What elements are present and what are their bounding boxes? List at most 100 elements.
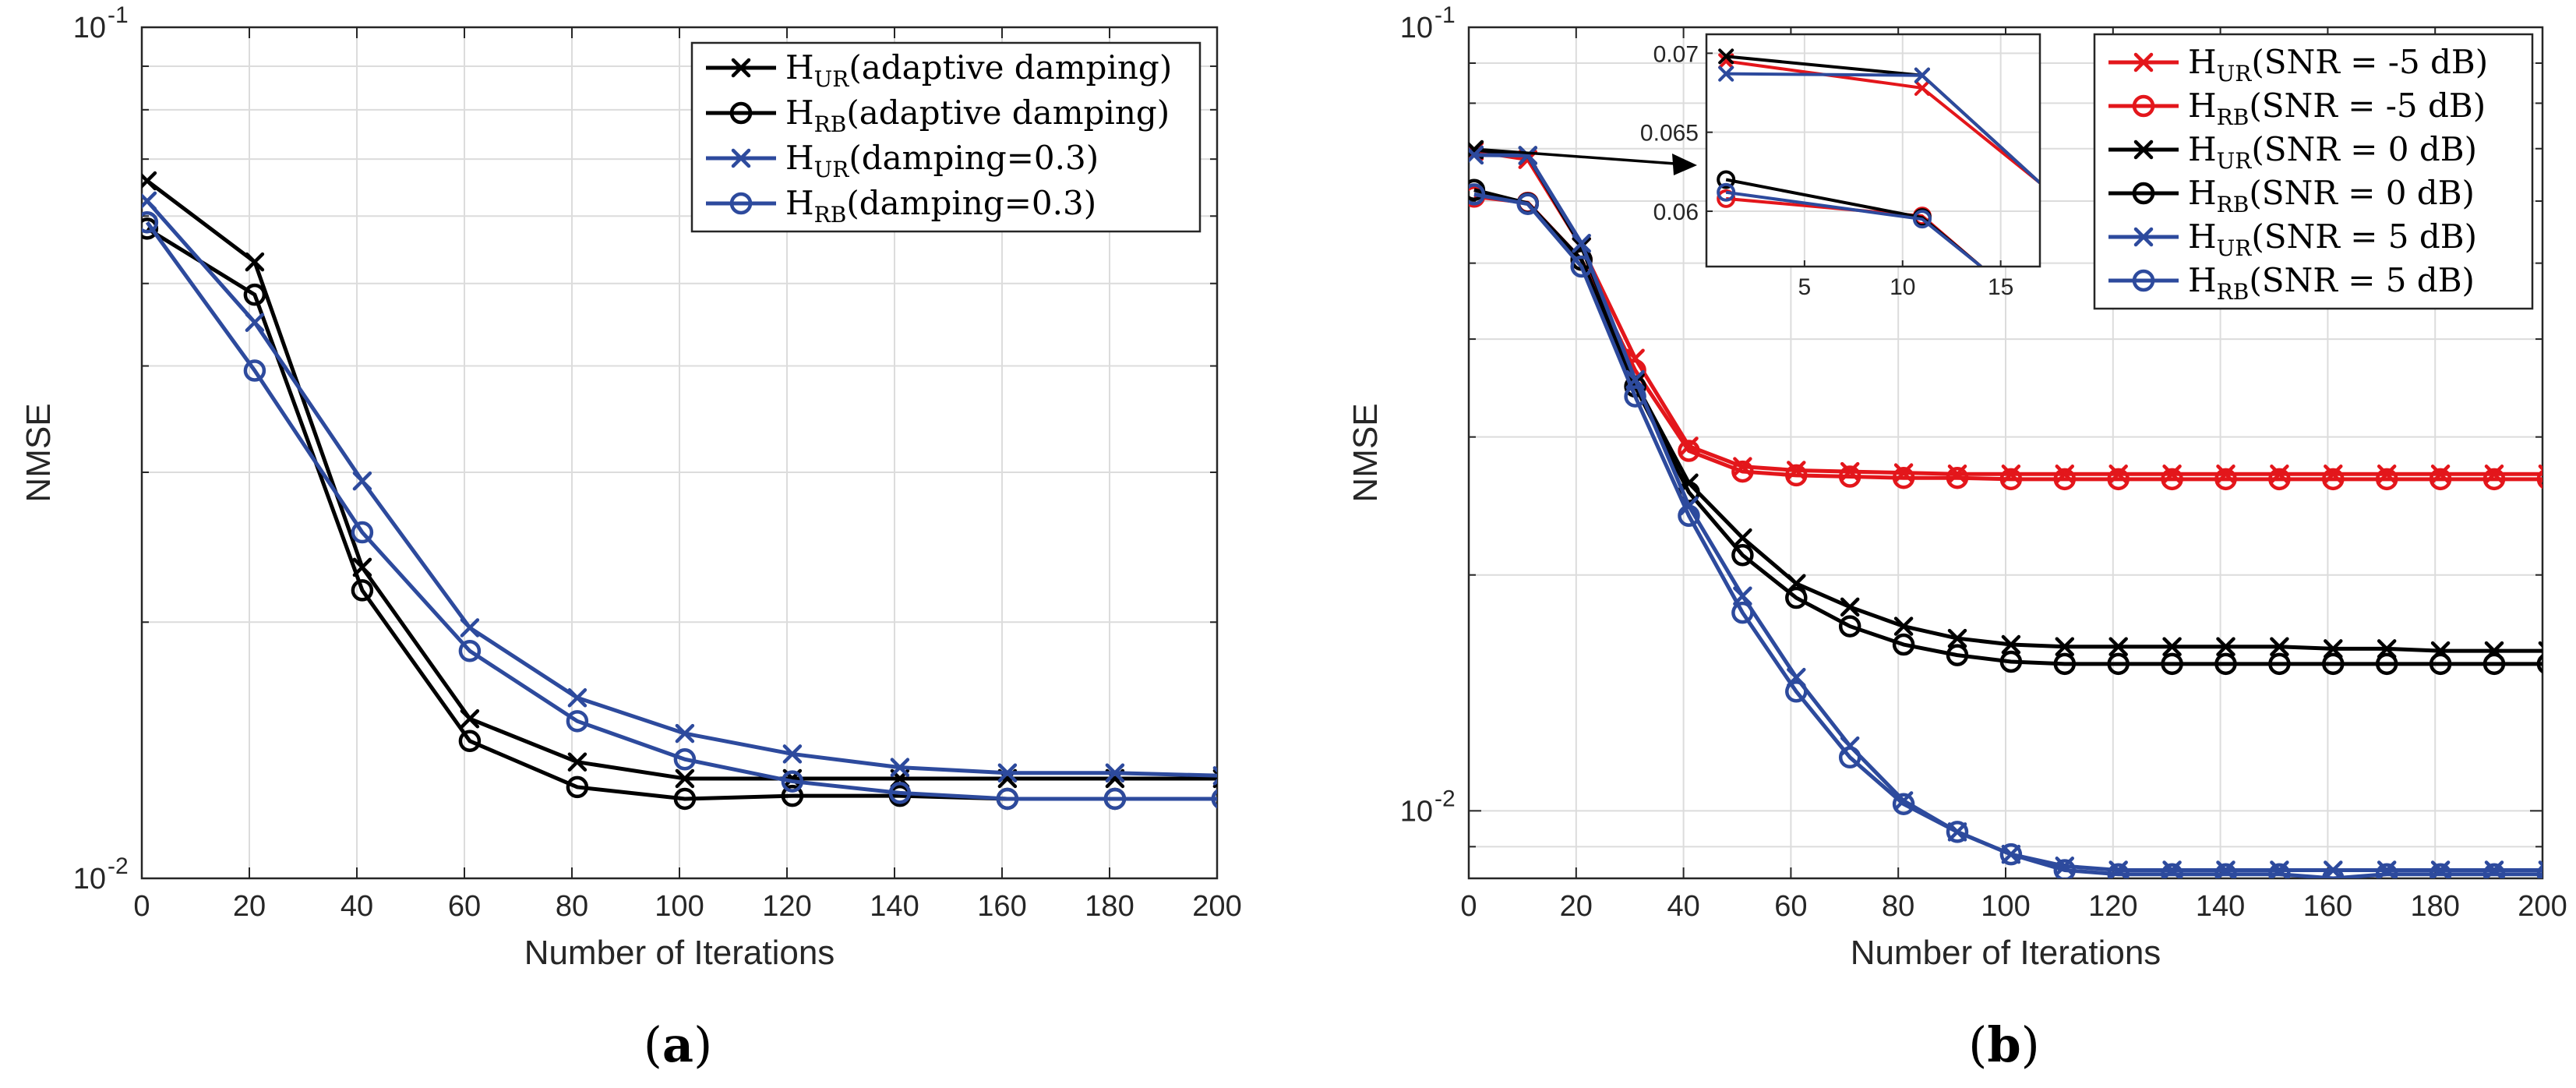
legend-symbol: H — [785, 139, 814, 177]
legend-label-b4: HUR(SNR = 5 dB) — [2188, 217, 2477, 261]
inset-point-b5 — [1912, 210, 1932, 229]
legend-symbol: H — [2188, 217, 2217, 256]
data-point-b1 — [1946, 466, 1969, 489]
data-point-b1 — [2322, 468, 2345, 491]
data-point-b5 — [2536, 864, 2542, 878]
y-tick-label: 10 — [1400, 12, 1433, 44]
legend-marker-b1 — [2132, 94, 2155, 118]
data-point-b3 — [2268, 652, 2291, 676]
data-point-b1 — [2268, 468, 2291, 491]
data-point-b3 — [2214, 652, 2237, 676]
y-tick-base: 10 — [1400, 795, 1433, 828]
x-tick-label: 180 — [1085, 890, 1134, 923]
data-point-b2 — [1947, 628, 1967, 648]
data-point-b3 — [2482, 652, 2506, 676]
data-point-b3 — [2053, 652, 2077, 676]
data-point-b2 — [1893, 616, 1914, 636]
data-point-a1 — [142, 217, 159, 240]
data-point-b3 — [1838, 615, 1861, 638]
data-point-a0 — [142, 171, 157, 191]
data-point-b1 — [1678, 440, 1700, 462]
data-point-a2 — [890, 758, 910, 777]
legend-subscript: RB — [814, 111, 847, 137]
data-point-a2 — [567, 688, 588, 708]
data-point-a3 — [996, 787, 1019, 811]
panel-caption: (b) — [1968, 1016, 2040, 1073]
data-point-b5 — [1946, 821, 1969, 843]
data-point-b2 — [2001, 634, 2021, 655]
data-point-a0 — [567, 752, 588, 772]
data-point-b5 — [2375, 863, 2398, 878]
legend-description: (adaptive damping) — [849, 48, 1172, 87]
y-tick-label: 10 — [73, 12, 106, 44]
data-point-b4 — [1469, 145, 1484, 165]
x-tick-label: 140 — [870, 890, 919, 923]
data-point-b3 — [1785, 586, 1808, 609]
y-tick-base: 10 — [1400, 12, 1433, 44]
y-tick-label: 10 — [1400, 795, 1433, 828]
data-point-a1 — [243, 283, 266, 306]
inset-point-b4 — [1914, 67, 1930, 83]
x-tick-label: 80 — [556, 890, 588, 923]
y-tick-label: 10 — [73, 863, 106, 895]
data-point-b1 — [1999, 468, 2023, 491]
x-axis-label: Number of Iterations — [524, 934, 835, 972]
data-point-b2 — [2216, 637, 2235, 656]
series-group — [142, 171, 1217, 811]
legend-box — [2093, 33, 2534, 310]
data-point-b3 — [2429, 652, 2452, 676]
y-tick-exponent: -2 — [1434, 786, 1456, 811]
legend-subscript: RB — [2217, 192, 2250, 217]
x-tick-label: 200 — [2518, 890, 2567, 923]
legend-marker-a2 — [731, 148, 751, 168]
legend-symbol: H — [2188, 130, 2217, 168]
data-point-b5 — [2053, 859, 2077, 878]
data-point-b5 — [2161, 863, 2183, 878]
data-point-b2 — [2162, 637, 2182, 656]
legend-description: (SNR = 0 dB) — [2251, 130, 2477, 168]
data-point-b1 — [2429, 468, 2452, 491]
legend-symbol: H — [2188, 43, 2217, 81]
data-point-b2 — [2055, 637, 2075, 656]
y-axis-label: NMSE — [19, 403, 58, 502]
legend-subscript: RB — [814, 202, 847, 228]
legend-symbol: H — [2188, 174, 2217, 212]
legend-description: (SNR = 5 dB) — [2249, 261, 2475, 299]
caption-open: ( — [1968, 1016, 1987, 1073]
legend-label-b1: HRB(SNR = -5 dB) — [2188, 87, 2486, 130]
legend-symbol: H — [785, 94, 814, 132]
inset-y-tick-label: 0.065 — [1640, 121, 1699, 147]
x-tick-label: 140 — [2196, 890, 2245, 923]
series-line-b1 — [1473, 194, 2542, 482]
legend-label-b3: HRB(SNR = 0 dB) — [2188, 174, 2475, 217]
data-point-a1 — [781, 784, 804, 807]
data-point-a1 — [351, 579, 374, 602]
data-point-b5 — [1999, 842, 2023, 866]
data-point-a2 — [352, 471, 372, 491]
legend-subscript: UR — [2217, 61, 2253, 87]
data-point-a1 — [566, 775, 589, 799]
x-tick-label: 160 — [2303, 890, 2352, 923]
legend-description: (SNR = -5 dB) — [2249, 87, 2486, 125]
legend-marker-b2 — [2133, 140, 2154, 160]
caption-close: ) — [693, 1016, 712, 1073]
zoom-arrow-shaft — [1482, 148, 1676, 165]
data-point-b2 — [1840, 597, 1860, 617]
zoom-arrow-head — [1672, 154, 1697, 175]
legend-marker-b3 — [2132, 182, 2155, 205]
legend-label-a3: HRB(damping=0.3) — [785, 184, 1096, 228]
legend-subscript: RB — [2217, 104, 2250, 130]
inset-x-tick-label: 15 — [1988, 274, 2013, 300]
y-tick-exponent: -1 — [1434, 2, 1456, 28]
legend-label-a2: HUR(damping=0.3) — [785, 139, 1099, 182]
legend-symbol: H — [785, 48, 814, 87]
legend-symbol: H — [2188, 261, 2217, 299]
legend: HUR(adaptive damping)HRB(adaptive dampin… — [690, 41, 1202, 233]
data-point-b1 — [2161, 468, 2183, 491]
data-point-b4 — [1518, 146, 1538, 165]
legend-marker-a3 — [729, 192, 753, 215]
data-point-b3 — [2375, 652, 2398, 676]
data-point-a3 — [888, 782, 912, 804]
data-point-b1 — [2053, 468, 2077, 491]
